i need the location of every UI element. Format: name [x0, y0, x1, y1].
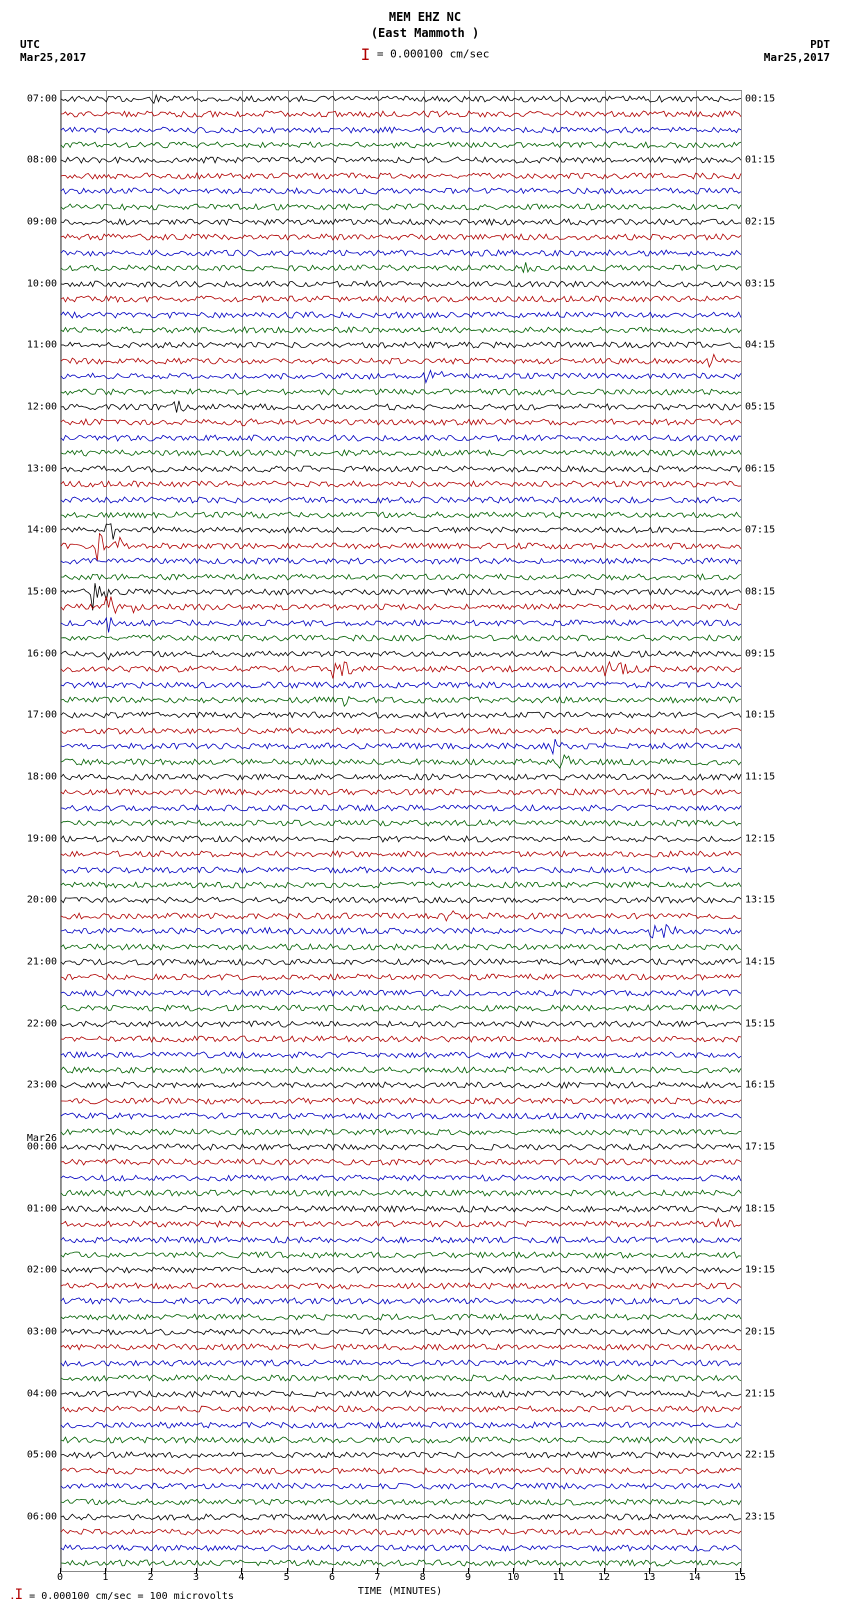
utc-time-label: 07:00: [27, 93, 57, 104]
x-tick-label: 4: [238, 1572, 244, 1583]
grid-vertical: [741, 91, 742, 1571]
pdt-time-label: 14:15: [745, 957, 775, 968]
pdt-time-label: 16:15: [745, 1080, 775, 1091]
x-tick-label: 5: [284, 1572, 290, 1583]
x-tick-label: 15: [734, 1572, 746, 1583]
utc-time-label: 10:00: [27, 278, 57, 289]
timezone-right: PDT Mar25,2017: [764, 38, 830, 64]
pdt-time-label: 11:15: [745, 772, 775, 783]
x-tick-label: 12: [598, 1572, 610, 1583]
x-tick-label: 7: [374, 1572, 380, 1583]
x-tick-label: 2: [148, 1572, 154, 1583]
utc-time-label: 03:00: [27, 1327, 57, 1338]
utc-time-label: 22:00: [27, 1018, 57, 1029]
utc-time-label: 01:00: [27, 1203, 57, 1214]
pdt-time-label: 03:15: [745, 278, 775, 289]
utc-time-label: 21:00: [27, 957, 57, 968]
pdt-time-label: 22:15: [745, 1450, 775, 1461]
pdt-time-label: 18:15: [745, 1203, 775, 1214]
pdt-time-label: 05:15: [745, 402, 775, 413]
utc-time-label: 04:00: [27, 1388, 57, 1399]
x-tick-label: 3: [193, 1572, 199, 1583]
pdt-time-label: 02:15: [745, 217, 775, 228]
utc-time-label: 09:00: [27, 217, 57, 228]
timezone-left: UTC Mar25,2017: [20, 38, 86, 64]
x-tick-label: 1: [102, 1572, 108, 1583]
utc-time-label: 15:00: [27, 587, 57, 598]
pdt-time-label: 21:15: [745, 1388, 775, 1399]
utc-time-label: 11:00: [27, 340, 57, 351]
pdt-time-label: 23:15: [745, 1512, 775, 1523]
utc-time-label: 23:00: [27, 1080, 57, 1091]
pdt-time-label: 08:15: [745, 587, 775, 598]
utc-time-label: 14:00: [27, 525, 57, 536]
utc-time-label: 13:00: [27, 463, 57, 474]
title-line-2: (East Mammoth ): [10, 26, 840, 42]
chart-header: MEM EHZ NC (East Mammoth ): [10, 10, 840, 41]
x-tick-label: 9: [465, 1572, 471, 1583]
utc-time-label: 20:00: [27, 895, 57, 906]
x-tick-label: 10: [507, 1572, 519, 1583]
utc-time-label: 18:00: [27, 772, 57, 783]
plot-area: 07:0000:1508:0001:1509:0002:1510:0003:15…: [60, 90, 742, 1572]
pdt-time-label: 19:15: [745, 1265, 775, 1276]
x-tick-label: 13: [643, 1572, 655, 1583]
tz-left-name: UTC: [20, 38, 86, 51]
scale-text: = 0.000100 cm/sec: [377, 48, 490, 61]
footer-scale: ․I = 0.000100 cm/sec = 100 microvolts: [10, 1587, 234, 1603]
pdt-time-label: 15:15: [745, 1018, 775, 1029]
pdt-time-label: 20:15: [745, 1327, 775, 1338]
x-tick-label: 0: [57, 1572, 63, 1583]
pdt-time-label: 06:15: [745, 463, 775, 474]
pdt-time-label: 07:15: [745, 525, 775, 536]
scale-indicator: I = 0.000100 cm/sec: [10, 45, 840, 64]
utc-time-label: 17:00: [27, 710, 57, 721]
pdt-time-label: 17:15: [745, 1142, 775, 1153]
pdt-time-label: 04:15: [745, 340, 775, 351]
utc-time-label: 06:00: [27, 1512, 57, 1523]
utc-time-label: 12:00: [27, 402, 57, 413]
x-tick-label: 11: [553, 1572, 565, 1583]
pdt-time-label: 10:15: [745, 710, 775, 721]
pdt-time-label: 13:15: [745, 895, 775, 906]
x-axis-label: TIME (MINUTES): [358, 1586, 442, 1597]
pdt-time-label: 00:15: [745, 93, 775, 104]
tz-right-name: PDT: [764, 38, 830, 51]
footer-text: = 0.000100 cm/sec = 100 microvolts: [29, 1591, 234, 1602]
tz-left-date: Mar25,2017: [20, 51, 86, 64]
x-tick-label: 14: [689, 1572, 701, 1583]
seismogram-container: MEM EHZ NC (East Mammoth ) I = 0.000100 …: [10, 10, 840, 1603]
date-break-label: Mar26: [27, 1133, 57, 1144]
x-tick-label: 6: [329, 1572, 335, 1583]
utc-time-label: 02:00: [27, 1265, 57, 1276]
title-line-1: MEM EHZ NC: [10, 10, 840, 26]
pdt-time-label: 09:15: [745, 648, 775, 659]
pdt-time-label: 12:15: [745, 833, 775, 844]
utc-time-label: 16:00: [27, 648, 57, 659]
utc-time-label: 05:00: [27, 1450, 57, 1461]
utc-time-label: 08:00: [27, 155, 57, 166]
tz-right-date: Mar25,2017: [764, 51, 830, 64]
utc-time-label: 19:00: [27, 833, 57, 844]
pdt-time-label: 01:15: [745, 155, 775, 166]
x-tick-label: 8: [420, 1572, 426, 1583]
